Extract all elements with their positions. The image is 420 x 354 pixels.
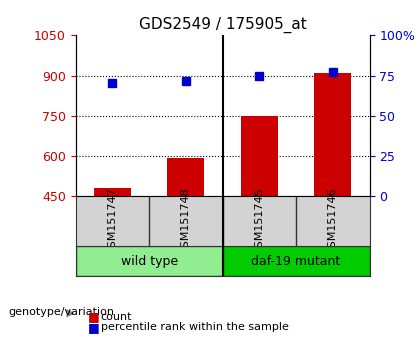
Title: GDS2549 / 175905_at: GDS2549 / 175905_at xyxy=(139,16,307,33)
Text: GSM151746: GSM151746 xyxy=(328,187,338,255)
Bar xyxy=(315,73,351,196)
Bar xyxy=(94,188,131,196)
Bar xyxy=(168,159,204,196)
Text: ■: ■ xyxy=(88,321,100,334)
Bar xyxy=(241,116,278,196)
Text: wild type: wild type xyxy=(121,255,178,268)
Text: ■: ■ xyxy=(88,310,100,323)
Text: count: count xyxy=(101,312,132,322)
Text: percentile rank within the sample: percentile rank within the sample xyxy=(101,322,289,332)
FancyBboxPatch shape xyxy=(223,246,370,276)
Text: GSM151745: GSM151745 xyxy=(255,187,264,255)
Text: GSM151748: GSM151748 xyxy=(181,187,191,255)
FancyBboxPatch shape xyxy=(76,246,223,276)
Text: genotype/variation: genotype/variation xyxy=(8,307,114,316)
Text: GSM151747: GSM151747 xyxy=(108,187,117,255)
Text: daf-19 mutant: daf-19 mutant xyxy=(252,255,341,268)
